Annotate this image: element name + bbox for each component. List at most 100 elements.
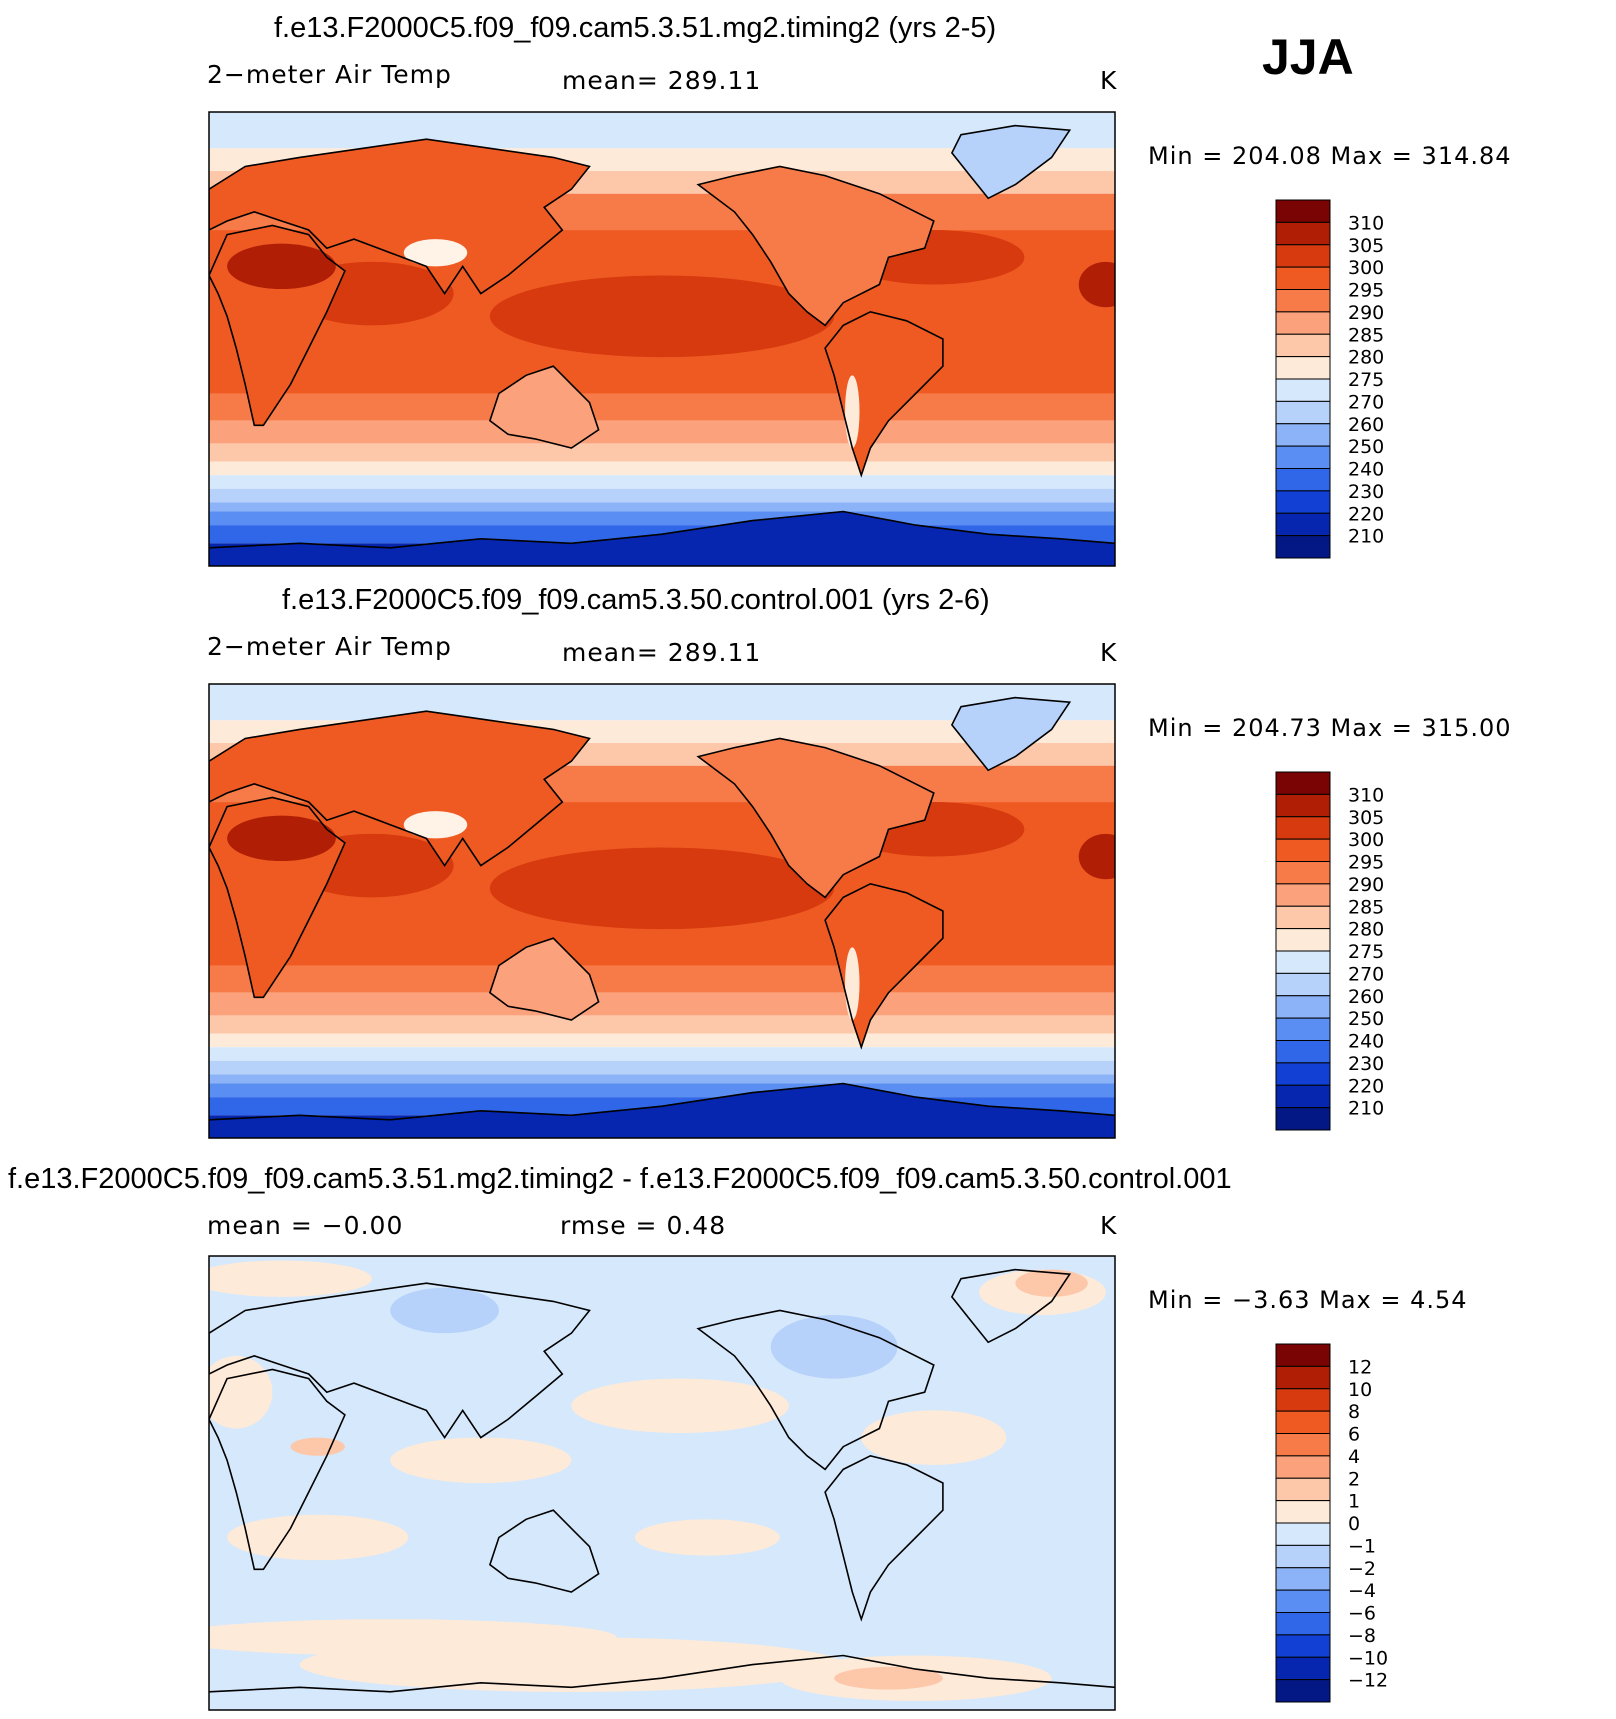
colorbar-tick-label: 295 (1348, 280, 1384, 302)
colorbar-swatch (1275, 861, 1331, 885)
colorbar-swatch (1275, 1062, 1331, 1086)
panel-2-minmax-label: Min = 204.73 Max = 315.00 (1148, 714, 1512, 742)
colorbar-swatch (1275, 1656, 1331, 1681)
colorbar-tick-label: 300 (1348, 257, 1384, 279)
colorbar-swatch (1275, 972, 1331, 997)
colorbar-panel-2: 3103053002952902852802752702602502402302… (1275, 771, 1384, 1131)
colorbar-tick-label: 260 (1348, 986, 1384, 1008)
colorbar-tick-label: 290 (1348, 302, 1384, 324)
colorbar-tick-label: 240 (1348, 1031, 1384, 1053)
eurasia-coastline (209, 710, 591, 868)
north-america-land (698, 166, 934, 326)
colorbar-swatch (1275, 311, 1331, 335)
colorbar-tick-label: 260 (1348, 414, 1384, 436)
colorbar-tick-label: 295 (1348, 852, 1384, 874)
colorbar-swatch (1275, 1084, 1331, 1109)
colorbar-tick-label: 0 (1348, 1513, 1360, 1535)
lat-band (209, 502, 1115, 512)
africa-coastline (209, 224, 346, 427)
lat-band (209, 1083, 1115, 1098)
colorbar-swatch (1275, 838, 1331, 862)
greenland-coastline (950, 1268, 1072, 1344)
diff-positive-region (571, 1378, 789, 1434)
colorbar-swatch (1275, 244, 1331, 268)
north-america-land (698, 738, 934, 898)
colorbar-tick-label: 2 (1348, 1468, 1360, 1490)
panel-3-mean-label: mean = −0.00 (207, 1211, 404, 1240)
panel-3-rmse-label: rmse = 0.48 (560, 1211, 727, 1240)
sahara-hot-east (1078, 261, 1115, 308)
colorbar-tick-label: −10 (1348, 1647, 1388, 1669)
warm-pool-pacific (489, 847, 835, 930)
lat-band (209, 488, 1115, 503)
diff-positive-region (1015, 1269, 1088, 1297)
colorbar-swatch (1275, 1589, 1331, 1613)
map-panel-3 (209, 1256, 1115, 1710)
panel-2-title: f.e13.F2000C5.f09_f09.cam5.3.50.control.… (282, 584, 990, 616)
colorbar-swatch (1275, 816, 1331, 840)
colorbar-tick-label: 290 (1348, 874, 1384, 896)
colorbar-tick-label: 305 (1348, 807, 1384, 829)
colorbar-swatch (1275, 1017, 1331, 1041)
tibet-plateau (403, 811, 468, 839)
colorbar-tick-label: 4 (1348, 1446, 1360, 1468)
australia-coastline (488, 1509, 600, 1593)
colorbar-tick-label: 230 (1348, 1053, 1384, 1075)
lat-band (209, 1015, 1115, 1034)
colorbar-tick-label: −6 (1348, 1603, 1376, 1625)
panel-1-minmax-label: Min = 204.08 Max = 314.84 (1148, 142, 1512, 170)
lat-band (209, 443, 1115, 462)
antarctica-coastline (209, 1654, 1115, 1693)
colorbar-swatch (1275, 995, 1331, 1019)
lat-band (209, 1060, 1115, 1075)
antarctica-coastline (209, 1082, 1115, 1121)
diff-positive-region (290, 1437, 345, 1456)
colorbar-tick-label: 12 (1348, 1356, 1372, 1378)
eurasia-land (209, 139, 590, 294)
colorbar-tick-label: 6 (1348, 1424, 1360, 1446)
colorbar-swatch (1275, 1365, 1331, 1390)
colorbar-tick-label: 220 (1348, 503, 1384, 525)
colorbar-tick-label: 305 (1348, 235, 1384, 257)
colorbar-swatch (1275, 400, 1331, 425)
andes-cold (845, 947, 860, 1020)
panel-2-mean-label: mean= 289.11 (562, 638, 762, 667)
africa-coastline (209, 796, 346, 999)
colorbar-tick-label: 280 (1348, 347, 1384, 369)
eurasia-coastline (209, 138, 591, 296)
colorbar-tick-label: 310 (1348, 784, 1384, 806)
australia-coastline (488, 937, 600, 1021)
colorbar-tick-label: 285 (1348, 324, 1384, 346)
lat-band (209, 965, 1115, 993)
map-frame (208, 1255, 1116, 1711)
colorbar-tick-label: 280 (1348, 919, 1384, 941)
sahara-hot (227, 815, 336, 862)
colorbar-tick-label: 230 (1348, 481, 1384, 503)
colorbar-swatch (1275, 1107, 1331, 1131)
sahara-hot-east (1078, 833, 1115, 880)
colorbar-tick-label: 270 (1348, 963, 1384, 985)
colorbar-swatch (1275, 356, 1331, 380)
colorbar-swatch (1275, 221, 1331, 246)
colorbar-swatch (1275, 1410, 1331, 1434)
panel-3-units-label: K (1100, 1211, 1118, 1240)
colorbar-tick-label: 310 (1348, 212, 1384, 234)
colorbar-swatch (1275, 423, 1331, 447)
colorbar-panel-1: 3103053002952902852802752702602502402302… (1275, 199, 1384, 559)
tibet-plateau (403, 239, 468, 267)
diff-positive-region (390, 1437, 572, 1484)
panel-2-units-label: K (1100, 638, 1118, 667)
colorbar-tick-label: 220 (1348, 1075, 1384, 1097)
colorbar-tick-label: 1 (1348, 1491, 1360, 1513)
diff-negative-region (770, 1315, 898, 1379)
map-panel-2 (209, 684, 1115, 1138)
panel-2-variable-label: 2−meter Air Temp (207, 632, 452, 661)
colorbar-tick-label: 250 (1348, 436, 1384, 458)
lat-band (209, 1047, 1115, 1061)
greenland-coastline (950, 124, 1072, 200)
map-panel-1 (209, 112, 1115, 566)
colorbar-tick-label: 270 (1348, 391, 1384, 413)
colorbar-swatch (1275, 1433, 1331, 1457)
panel-1-variable-label: 2−meter Air Temp (207, 60, 452, 89)
